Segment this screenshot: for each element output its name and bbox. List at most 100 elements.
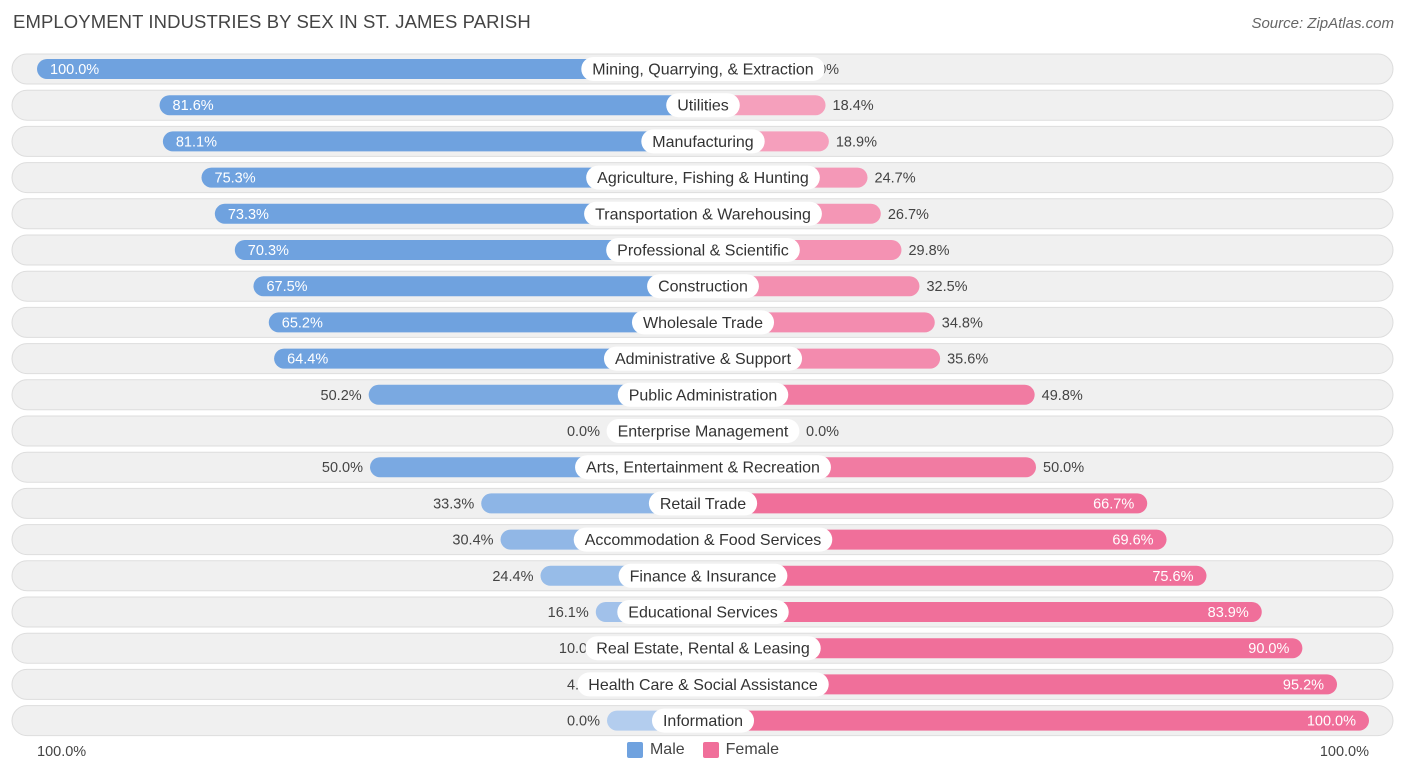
category-label-background xyxy=(585,636,821,661)
category-label-background xyxy=(584,201,822,226)
chart-row: 0.0% 0.0% Enterprise Management xyxy=(11,415,1394,447)
female-value-label: 18.4% xyxy=(833,98,874,114)
female-bar[interactable] xyxy=(703,565,1207,586)
female-value-label: 32.5% xyxy=(926,279,967,295)
chart-row: 100.0%0.0%Mining, Quarrying, & Extractio… xyxy=(11,53,1394,85)
category-label: Retail Trade xyxy=(660,496,746,513)
category-label: Professional & Scientific xyxy=(617,243,789,260)
category-label: Educational Services xyxy=(628,605,777,622)
male-bar[interactable] xyxy=(162,131,703,152)
legend-item-female[interactable]: Female xyxy=(702,741,779,759)
category-label-background xyxy=(647,274,759,299)
category-label: Information xyxy=(663,713,743,730)
male-bar[interactable] xyxy=(481,493,703,514)
category-label: Public Administration xyxy=(629,387,778,404)
category-label-background xyxy=(641,129,765,154)
chart-row: 64.4% 35.6% Administrative & Support xyxy=(11,343,1394,375)
female-value-label: 66.7% xyxy=(1093,496,1134,512)
category-label: Administrative & Support xyxy=(615,351,792,368)
male-value-label: 0.0% xyxy=(567,424,600,440)
female-value-label: 75.6% xyxy=(1152,569,1193,585)
category-label: Finance & Insurance xyxy=(630,568,777,585)
female-bar[interactable] xyxy=(703,638,1303,659)
chart-row: 50.2% 49.8% Public Administration xyxy=(11,379,1394,411)
male-bar[interactable] xyxy=(253,276,703,297)
male-value-label: 65.2% xyxy=(282,315,323,331)
legend: Male Female xyxy=(0,741,1406,759)
female-value-label: 18.9% xyxy=(836,134,877,150)
male-value-label: 50.0% xyxy=(322,460,363,476)
category-label-background xyxy=(573,527,833,552)
category-label: Utilities xyxy=(677,98,729,115)
male-value-label: 30.4% xyxy=(452,533,493,549)
male-bar[interactable] xyxy=(214,203,703,224)
category-label: Construction xyxy=(658,279,748,296)
chart-row: 4.8%95.2%Health Care & Social Assistance xyxy=(11,668,1394,700)
male-bar[interactable] xyxy=(201,167,703,188)
female-value-label: 50.0% xyxy=(1043,460,1084,476)
male-bar[interactable] xyxy=(159,95,703,116)
category-label: Arts, Entertainment & Recreation xyxy=(586,460,820,477)
chart-row: 10.0% 90.0%Real Estate, Rental & Leasing xyxy=(11,632,1394,664)
category-label: Accommodation & Food Services xyxy=(585,532,822,549)
category-label-background xyxy=(603,346,803,371)
chart-row: 33.3% 66.7% Retail Trade xyxy=(11,487,1394,519)
category-label-background xyxy=(648,491,758,516)
male-value-label: 75.3% xyxy=(215,171,256,187)
chart-row: 67.5% 32.5% Construction xyxy=(11,270,1394,302)
category-label-background xyxy=(581,57,825,81)
legend-label-male: Male xyxy=(649,741,685,758)
female-bar[interactable] xyxy=(703,602,1262,622)
male-value-label: 100.0% xyxy=(50,62,99,78)
male-bar[interactable] xyxy=(268,312,703,333)
source-label: Source: ZipAtlas.com xyxy=(1251,15,1394,32)
category-label: Enterprise Management xyxy=(618,424,789,441)
female-bar[interactable] xyxy=(703,674,1338,695)
male-value-label: 81.6% xyxy=(173,98,214,114)
male-bar[interactable] xyxy=(274,348,703,369)
chart-row: 70.3% 29.8% Professional & Scientific xyxy=(11,234,1394,266)
male-value-label: 67.5% xyxy=(266,279,307,295)
chart-row: 81.6% 18.4% Utilities xyxy=(11,89,1394,121)
female-bar[interactable] xyxy=(703,710,1369,731)
category-label-background xyxy=(631,310,775,335)
category-label: Real Estate, Rental & Leasing xyxy=(596,641,809,658)
male-value-label: 0.0% xyxy=(567,714,600,730)
male-value-label: 73.3% xyxy=(228,207,269,223)
male-value-label: 24.4% xyxy=(492,569,533,585)
male-bar[interactable] xyxy=(234,240,703,260)
category-label: Transportation & Warehousing xyxy=(595,206,811,223)
female-value-label: 95.2% xyxy=(1283,677,1324,693)
male-value-label: 33.3% xyxy=(433,496,474,512)
female-value-label: 100.0% xyxy=(1307,714,1356,730)
axis-right-label: 100.0% xyxy=(1319,744,1369,760)
category-label: Mining, Quarrying, & Extraction xyxy=(592,62,813,79)
female-bar[interactable] xyxy=(703,493,1148,514)
female-value-label: 83.9% xyxy=(1208,605,1249,621)
chart-row: 0.0% 100.0% Information xyxy=(11,705,1394,737)
female-value-label: 0.0% xyxy=(806,424,839,440)
axis-left-label: 100.0% xyxy=(37,744,87,760)
category-label-background xyxy=(617,600,789,624)
male-value-label: 50.2% xyxy=(321,388,362,404)
legend-item-male[interactable]: Male xyxy=(626,741,685,759)
female-value-label: 26.7% xyxy=(888,207,929,223)
female-value-label: 35.6% xyxy=(947,352,988,368)
legend-swatch-female xyxy=(702,742,719,758)
chart-row: 81.1% 18.9% Manufacturing xyxy=(11,125,1394,157)
female-value-label: 49.8% xyxy=(1042,388,1083,404)
chart-title: EMPLOYMENT INDUSTRIES BY SEX IN ST. JAME… xyxy=(13,11,531,32)
category-label-background xyxy=(606,419,800,443)
female-value-label: 69.6% xyxy=(1112,533,1153,549)
chart-row: 73.3% 26.7% Transportation & Warehousing xyxy=(11,198,1394,230)
chart-row: 65.2% 34.8% Wholesale Trade xyxy=(11,306,1394,338)
category-label-background xyxy=(651,708,755,733)
male-bar[interactable] xyxy=(37,59,703,79)
female-value-label: 29.8% xyxy=(908,243,949,259)
category-label: Health Care & Social Assistance xyxy=(588,677,818,694)
category-label-background xyxy=(575,455,831,480)
category-label: Manufacturing xyxy=(652,134,753,151)
female-value-label: 90.0% xyxy=(1248,641,1289,657)
category-label-background xyxy=(577,672,829,697)
